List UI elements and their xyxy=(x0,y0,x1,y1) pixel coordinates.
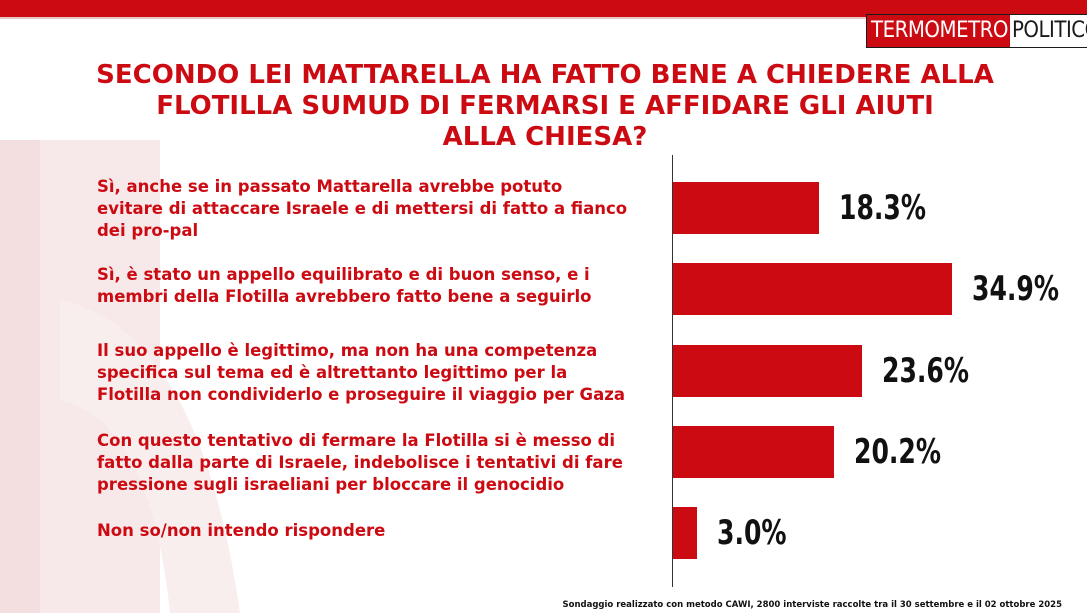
logo-left-text: TERMOMETRO xyxy=(867,15,1010,47)
answer-label-line: Con questo tentativo di fermare la Floti… xyxy=(97,431,616,450)
bar xyxy=(673,426,834,478)
bar xyxy=(673,263,952,315)
answer-label-line: evitare di attaccare Israele e di metter… xyxy=(97,199,628,218)
bar xyxy=(673,507,697,559)
answer-label-line: Flotilla non condividerlo e proseguire i… xyxy=(97,385,625,404)
top-accent-bar xyxy=(0,0,1087,17)
data-label: 3.0% xyxy=(717,513,787,553)
data-label: 20.2% xyxy=(854,432,942,472)
answer-label-line: Sì, anche se in passato Mattarella avreb… xyxy=(97,177,563,196)
title-line: FLOTILLA SUMUD DI FERMARSI E AFFIDARE GL… xyxy=(156,91,934,121)
answer-label: Sì, è stato un appello equilibrato e di … xyxy=(97,264,672,308)
answer-label: Non so/non intendo rispondere xyxy=(97,520,672,542)
answer-label-line: membri della Flotilla avrebbero fatto be… xyxy=(97,287,592,306)
chart-title: SECONDO LEI MATTARELLA HA FATTO BENE A C… xyxy=(40,60,1050,153)
bar xyxy=(673,345,862,397)
survey-footnote: Sondaggio realizzato con metodo CAWI, 28… xyxy=(562,600,1063,610)
answer-label-line: fatto dalla parte di Israele, indebolisc… xyxy=(97,453,623,472)
title-line: ALLA CHIESA? xyxy=(442,122,648,152)
category-axis-line xyxy=(672,155,673,587)
answer-label: Con questo tentativo di fermare la Floti… xyxy=(97,430,672,496)
answer-label-line: dei pro-pal xyxy=(97,221,199,240)
title-line: SECONDO LEI MATTARELLA HA FATTO BENE A C… xyxy=(96,60,994,90)
logo-right-text: POLITICO xyxy=(1010,15,1087,47)
answer-label-line: Sì, è stato un appello equilibrato e di … xyxy=(97,265,590,284)
answer-label: Il suo appello è legittimo, ma non ha un… xyxy=(97,340,672,406)
data-label: 23.6% xyxy=(882,351,970,391)
top-accent-line xyxy=(0,17,1087,19)
answer-label-line: pressione sugli israeliani per bloccare … xyxy=(97,475,565,494)
termometro-politico-logo: TERMOMETRO POLITICO xyxy=(866,14,1087,48)
answer-label-line: specifica sul tema ed è altrettanto legi… xyxy=(97,363,568,382)
answer-label: Sì, anche se in passato Mattarella avreb… xyxy=(97,176,672,242)
answer-label-line: Non so/non intendo rispondere xyxy=(97,521,386,540)
answer-label-line: Il suo appello è legittimo, ma non ha un… xyxy=(97,341,598,360)
bar xyxy=(673,182,819,234)
data-label: 18.3% xyxy=(839,188,927,228)
data-label: 34.9% xyxy=(972,269,1060,309)
